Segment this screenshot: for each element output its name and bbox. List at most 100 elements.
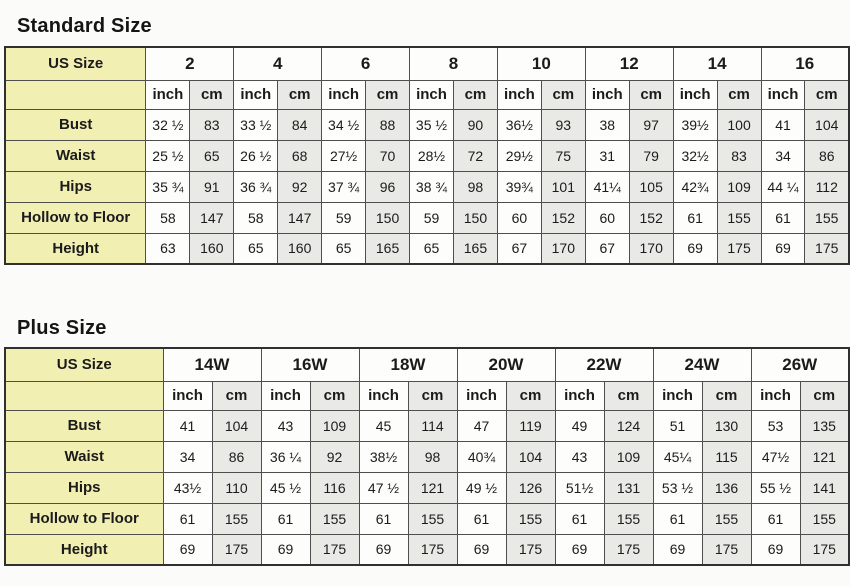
hollow-to-floor-inch-value-size-22w: 61 [554, 502, 605, 535]
hips-cm-value-size-20w: 126 [505, 471, 556, 504]
height-cm-value-size-16w: 175 [309, 533, 360, 566]
waist-inch-value-size-16: 34 [760, 139, 806, 172]
hollow-to-floor-cm-value-size-24w: 155 [701, 502, 752, 535]
hips-cm-value-size-8: 98 [452, 170, 498, 203]
waist-inch-value-size-14w: 34 [162, 440, 213, 473]
hollow-to-floor-inch-value-size-2: 58 [145, 201, 191, 234]
row-label-hips: Hips [4, 170, 147, 203]
size-header-20w: 20W [456, 347, 556, 382]
table-row: Height 63 160 65 160 65 165 65 165 67 170 67 170 69 17… [4, 232, 850, 265]
plus-size-table: US Size 14W 16W 18W 20W 22W 24W 26W inch cm inch cm… [4, 347, 850, 566]
hips-inch-value-size-4: 36 ¾ [233, 170, 279, 203]
hips-cm-value-size-2: 91 [189, 170, 235, 203]
bust-inch-value-size-2: 32 ½ [145, 108, 191, 141]
waist-cm-value-size-20w: 104 [505, 440, 556, 473]
bust-cm-value-size-16: 104 [804, 108, 850, 141]
bust-inch-value-size-20w: 47 [456, 409, 507, 442]
waist-inch-value-size-12: 31 [584, 139, 630, 172]
unit-header-cm-size-24w: cm [701, 380, 752, 411]
table-row: Bust 41 104 43 109 45 114 47 119 49 124 51 130 53 135 [4, 409, 850, 442]
hips-cm-value-size-4: 92 [277, 170, 323, 203]
hips-cm-value-size-14w: 110 [211, 471, 262, 504]
waist-cm-value-size-10: 75 [540, 139, 586, 172]
bust-cm-value-size-26w: 135 [799, 409, 850, 442]
hips-inch-value-size-14w: 43½ [162, 471, 213, 504]
size-header-6: 6 [321, 46, 411, 81]
unit-header-cm-size-16: cm [804, 79, 850, 110]
height-cm-value-size-2: 160 [189, 232, 235, 265]
height-inch-value-size-16w: 69 [260, 533, 311, 566]
row-label-bust: Bust [4, 409, 164, 442]
table-row: Waist 25 ½ 65 26 ½ 68 27½ 70 28½ 72 29½ 75 31 79 32½ 8… [4, 139, 850, 172]
hips-cm-value-size-16w: 116 [309, 471, 360, 504]
bust-cm-value-size-2: 83 [189, 108, 235, 141]
bust-inch-value-size-24w: 51 [652, 409, 703, 442]
row-label-height: Height [4, 533, 164, 566]
waist-inch-value-size-6: 27½ [321, 139, 367, 172]
bust-cm-value-size-14w: 104 [211, 409, 262, 442]
height-inch-value-size-18w: 69 [358, 533, 409, 566]
bust-cm-value-size-4: 84 [277, 108, 323, 141]
row-label-hollow-to-floor: Hollow to Floor [4, 201, 147, 234]
hollow-to-floor-inch-value-size-4: 58 [233, 201, 279, 234]
unit-header-inch-size-2: inch [145, 79, 191, 110]
plus-size-title: Plus Size [17, 317, 107, 339]
unit-header-cm-size-20w: cm [505, 380, 556, 411]
hollow-to-floor-cm-value-size-4: 147 [277, 201, 323, 234]
height-inch-value-size-26w: 69 [750, 533, 801, 566]
waist-inch-value-size-8: 28½ [409, 139, 454, 172]
hollow-to-floor-cm-value-size-8: 150 [452, 201, 498, 234]
hollow-to-floor-cm-value-size-16: 155 [804, 201, 850, 234]
unit-header-inch-size-4: inch [233, 79, 279, 110]
size-header-26w: 26W [750, 347, 850, 382]
waist-inch-value-size-24w: 45¼ [652, 440, 703, 473]
unit-header-inch-size-18w: inch [358, 380, 409, 411]
waist-inch-value-size-26w: 47½ [750, 440, 801, 473]
bust-inch-value-size-16: 41 [760, 108, 806, 141]
size-header-4: 4 [233, 46, 323, 81]
waist-inch-value-size-10: 29½ [496, 139, 542, 172]
table-row: Hips 43½ 110 45 ½ 116 47 ½ 121 49 ½ 126 51½ 131 53 … [4, 471, 850, 504]
unit-header-cm-size-18w: cm [407, 380, 458, 411]
height-cm-value-size-14: 175 [716, 232, 762, 265]
hollow-to-floor-cm-value-size-6: 150 [365, 201, 411, 234]
corner-empty-cell [4, 79, 147, 110]
waist-inch-value-size-22w: 43 [554, 440, 605, 473]
hips-cm-value-size-6: 96 [365, 170, 411, 203]
hips-inch-value-size-18w: 47 ½ [358, 471, 409, 504]
waist-cm-value-size-8: 72 [452, 139, 498, 172]
height-inch-value-size-6: 65 [321, 232, 367, 265]
hips-inch-value-size-20w: 49 ½ [456, 471, 507, 504]
size-header-16w: 16W [260, 347, 360, 382]
bust-cm-value-size-10: 93 [540, 108, 586, 141]
bust-inch-value-size-14w: 41 [162, 409, 213, 442]
unit-header-cm-size-4: cm [277, 79, 323, 110]
unit-header-inch-size-24w: inch [652, 380, 703, 411]
hips-cm-value-size-26w: 141 [799, 471, 850, 504]
height-cm-value-size-22w: 175 [603, 533, 654, 566]
row-label-waist: Waist [4, 440, 164, 473]
unit-header-inch-size-6: inch [321, 79, 367, 110]
table-row: Bust 32 ½ 83 33 ½ 84 34 ½ 88 35 ½ 90 36½ 93 38 97 39½… [4, 108, 850, 141]
hips-cm-value-size-12: 105 [628, 170, 674, 203]
size-header-14w: 14W [162, 347, 262, 382]
unit-header-cm-size-16w: cm [309, 380, 360, 411]
height-cm-value-size-10: 170 [540, 232, 586, 265]
hollow-to-floor-cm-value-size-2: 147 [189, 201, 235, 234]
waist-inch-value-size-2: 25 ½ [145, 139, 191, 172]
hips-inch-value-size-10: 39¾ [496, 170, 542, 203]
table-row: Hollow to Floor 61 155 61 155 61 155 61 155 61 155… [4, 502, 850, 535]
hollow-to-floor-inch-value-size-24w: 61 [652, 502, 703, 535]
unit-header-inch-size-26w: inch [750, 380, 801, 411]
bust-inch-value-size-8: 35 ½ [409, 108, 454, 141]
hips-inch-value-size-8: 38 ¾ [409, 170, 454, 203]
height-inch-value-size-14: 69 [672, 232, 718, 265]
height-cm-value-size-20w: 175 [505, 533, 556, 566]
unit-header-cm-size-14w: cm [211, 380, 262, 411]
hollow-to-floor-cm-value-size-22w: 155 [603, 502, 654, 535]
hips-inch-value-size-24w: 53 ½ [652, 471, 703, 504]
hips-inch-value-size-26w: 55 ½ [750, 471, 801, 504]
us-size-corner-cell: US Size [4, 347, 164, 382]
unit-header-cm-size-2: cm [189, 79, 235, 110]
